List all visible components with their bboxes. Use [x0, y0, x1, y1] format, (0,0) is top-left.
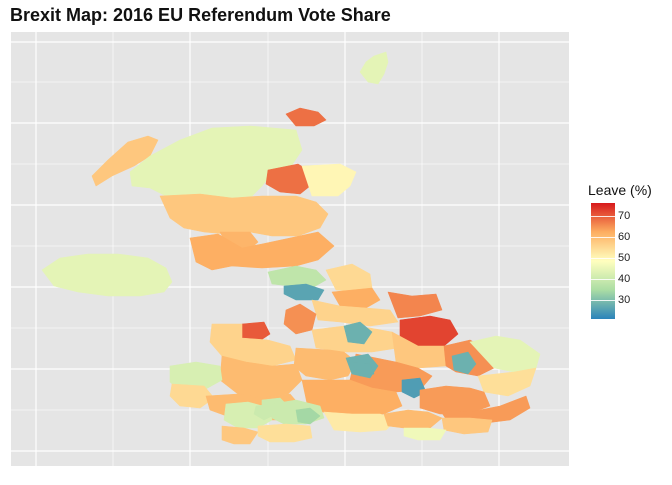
region-essex [419, 385, 491, 415]
legend-tick-mark [591, 236, 615, 238]
region-cornwall [221, 425, 259, 445]
region-mid-wales [219, 355, 303, 399]
legend-tick-mark [591, 215, 615, 217]
region-cumbria-lakes [283, 283, 325, 301]
legend-tick-label: 50 [618, 251, 631, 264]
region-oxford [351, 361, 375, 377]
region-pembrokeshire [169, 383, 215, 409]
region-manchester-city [343, 321, 373, 345]
region-devon-south [257, 423, 313, 443]
region-aberdeenshire [265, 163, 315, 195]
legend-tick-label: 60 [618, 230, 631, 243]
region-norfolk [469, 335, 541, 373]
region-moray [301, 163, 357, 197]
region-cambridge [451, 351, 477, 375]
region-durham [331, 287, 381, 309]
region-yorkshire-dales [311, 299, 399, 327]
legend-title: Leave (%) [588, 182, 652, 198]
region-central-scotland [159, 193, 329, 237]
legend-tick-mark [591, 278, 615, 280]
page-title: Brexit Map: 2016 EU Referendum Vote Shar… [10, 5, 391, 25]
region-northern-ireland [41, 253, 173, 297]
region-western-isles [91, 135, 159, 187]
region-south-downs [403, 427, 447, 441]
region-north-yorkshire-east [387, 291, 443, 319]
region-highland [129, 125, 303, 201]
legend-colorbar-area: 70 60 50 40 30 [588, 203, 652, 321]
region-orkney [285, 107, 327, 127]
legend: Leave (%) 70 60 50 40 30 [588, 182, 652, 321]
region-exeter [253, 403, 277, 421]
legend-tick-mark [591, 257, 615, 259]
legend-tick-label: 70 [618, 209, 631, 222]
region-shetland [359, 51, 389, 85]
region-cumbria-north [267, 265, 327, 289]
legend-tick-label: 30 [618, 294, 631, 307]
legend-colorbar [591, 203, 615, 319]
region-scottish-borders [189, 231, 335, 271]
region-bristol [295, 407, 321, 425]
choropleth-regions [41, 51, 541, 445]
legend-tick-mark [591, 300, 615, 302]
region-hampshire [383, 409, 443, 429]
legend-tick-label: 40 [618, 272, 631, 285]
region-oxfordshire [301, 379, 403, 417]
